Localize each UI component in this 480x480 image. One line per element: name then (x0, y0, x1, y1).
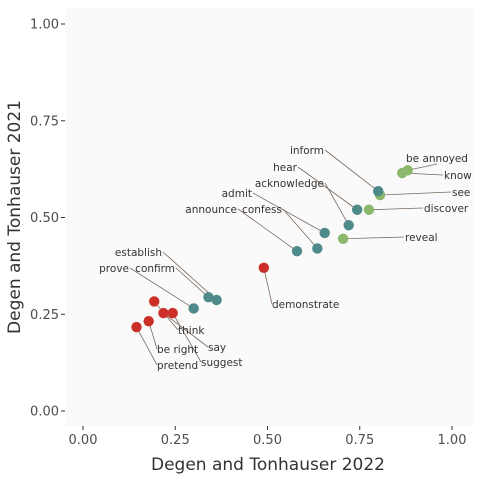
data-point (188, 303, 199, 314)
y-axis-title: Degen and Tonhauser 2021 (5, 100, 25, 334)
point-label: reveal (405, 232, 438, 244)
point-label: establish (115, 247, 162, 259)
point-label: acknowledge (255, 178, 324, 190)
data-point (149, 296, 160, 307)
leader-line (324, 149, 379, 192)
point-label: announce (185, 204, 237, 216)
y-tick-label: 1.00 (30, 18, 59, 33)
point-label: inform (290, 145, 324, 157)
data-point (351, 204, 363, 215)
x-axis: 0.00 0.25 0.50 0.75 1.00 (69, 426, 467, 448)
leader-line (129, 267, 194, 309)
point-label: see (452, 187, 470, 199)
point-label: pretend (157, 360, 198, 372)
y-tick-label: 0.00 (30, 405, 59, 420)
leader-line (175, 267, 209, 298)
data-point (373, 185, 384, 197)
point-label: be annoyed (406, 153, 468, 165)
leader-line (324, 182, 350, 226)
y-tick-label: 0.50 (30, 211, 59, 226)
point-label: be right (157, 344, 198, 356)
data-point (158, 307, 169, 319)
leader-line (252, 192, 325, 234)
leader-line (263, 267, 273, 305)
leader-line (237, 208, 298, 252)
data-point (343, 220, 354, 231)
data-point (143, 316, 154, 327)
y-tick-label: 0.25 (30, 308, 59, 323)
data-point (167, 307, 178, 319)
point-label: admit (222, 188, 252, 200)
data-points (131, 165, 413, 333)
x-tick-label: 0.25 (161, 433, 190, 448)
leader-line (136, 326, 158, 366)
leader-line (380, 191, 452, 196)
x-tick-label: 0.75 (345, 433, 374, 448)
data-point (291, 245, 303, 257)
x-tick-label: 0.00 (69, 433, 98, 448)
data-point (312, 243, 323, 254)
plot-panel (65, 8, 473, 426)
data-point (363, 204, 375, 215)
point-label: confess (242, 204, 282, 216)
leader-line (282, 208, 318, 249)
data-point (203, 292, 214, 303)
leader-line (368, 207, 424, 211)
data-point (319, 227, 330, 239)
x-tick-label: 1.00 (438, 433, 467, 448)
point-label: know (444, 170, 472, 182)
leader-line (172, 312, 202, 363)
leader-line (162, 251, 217, 301)
point-label: hear (273, 162, 298, 174)
point-labels: be annoyed know see discover reveal inform hea… (99, 145, 472, 372)
leader-line (343, 236, 405, 240)
leader-line (163, 312, 209, 348)
point-label: say (208, 342, 226, 354)
x-axis-title: Degen and Tonhauser 2022 (151, 455, 385, 475)
x-tick-label: 0.50 (253, 433, 282, 448)
data-point (211, 294, 222, 306)
y-axis: 0.00 0.25 0.50 0.75 1.00 (30, 18, 65, 420)
point-label: confirm (135, 263, 175, 275)
point-label: think (178, 325, 205, 337)
data-point (258, 262, 270, 274)
data-point (131, 321, 142, 333)
data-point (396, 167, 408, 179)
point-label: prove (99, 263, 129, 275)
point-label: demonstrate (272, 299, 339, 311)
point-label: discover (424, 203, 469, 215)
point-label: suggest (201, 357, 243, 369)
y-tick-label: 0.75 (30, 114, 59, 129)
data-point (337, 233, 349, 244)
